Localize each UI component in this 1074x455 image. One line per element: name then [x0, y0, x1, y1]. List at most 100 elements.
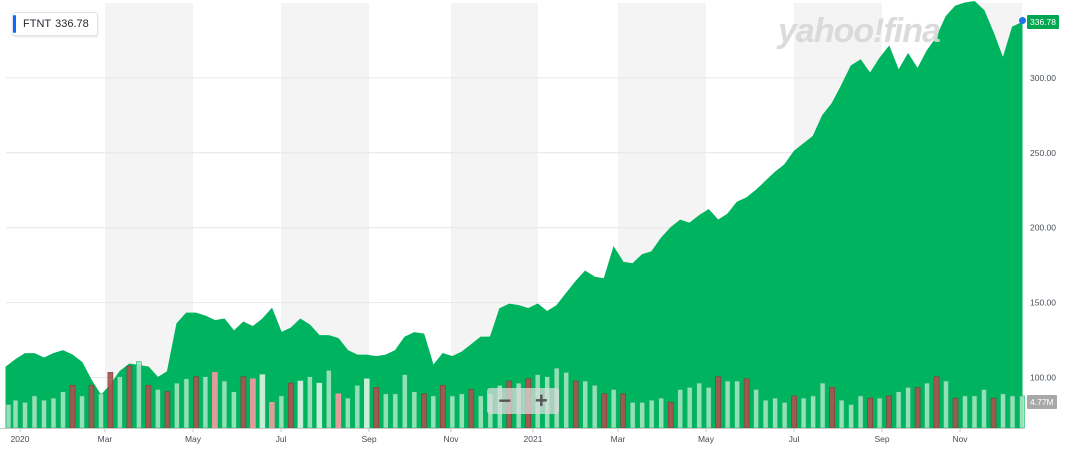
volume-bar [117, 376, 123, 429]
volume-bar [715, 376, 721, 429]
y-tick-label: 100.00 [1030, 373, 1056, 383]
volume-bar [620, 393, 627, 429]
volume-bar [572, 380, 579, 429]
volume-bar [857, 395, 864, 429]
volume-bar [297, 380, 304, 429]
volume-bar [981, 389, 987, 429]
volume-bar [971, 395, 978, 429]
volume-bar [762, 399, 769, 429]
volume-bar [658, 397, 665, 429]
volume-bar [22, 402, 28, 429]
volume-bar [202, 376, 209, 429]
volume-bar [174, 382, 180, 429]
volume-bar [743, 378, 750, 429]
axes: 300.00 250.00 200.00 150.00 100.00 2020 Mar May… [0, 73, 1056, 444]
x-tick-label: Jul [276, 434, 287, 444]
volume-bar [259, 374, 266, 429]
volume-bar [449, 395, 456, 429]
volume-bar [648, 399, 655, 429]
volume-bar [591, 384, 598, 429]
volume-bar [60, 391, 66, 429]
volume-bar [791, 395, 797, 429]
x-tick-label: Mar [98, 434, 113, 444]
volume-bar [126, 365, 133, 429]
volume-bar [79, 395, 85, 429]
x-tick-label: Jul [789, 434, 800, 444]
volume-bar [876, 397, 883, 429]
zoom-in-button[interactable]: + [534, 388, 548, 413]
volume-bar [563, 372, 570, 429]
last-price-label: 336.78 [1027, 15, 1059, 29]
volume-bar [316, 382, 323, 429]
y-tick-label: 200.00 [1030, 223, 1056, 233]
x-tick-label: Sep [361, 434, 376, 444]
volume-bar [250, 378, 256, 429]
volume-bar [231, 391, 237, 429]
volume-bar [88, 384, 95, 429]
volume-bar [686, 387, 693, 429]
volume-bar [781, 402, 788, 429]
volume-bar [1019, 395, 1025, 429]
x-tick-label: 2021 [524, 434, 543, 444]
x-tick-label: Nov [443, 434, 459, 444]
volume-bar [12, 399, 19, 429]
volume-bar [962, 395, 968, 429]
volume-bar [582, 380, 589, 429]
volume-bar [212, 372, 218, 429]
yahoo-finance-logo: yahoo!fina [778, 12, 941, 50]
ticker-symbol: FTNT [23, 18, 52, 30]
volume-bar [1009, 395, 1016, 429]
volume-bar [221, 380, 228, 429]
volume-bar [705, 387, 712, 429]
volume-bar [895, 391, 902, 429]
volume-bar [468, 389, 475, 429]
volume-bar [5, 404, 12, 429]
volume-bar [810, 395, 816, 429]
volume-bar [677, 389, 684, 429]
y-tick-label: 300.00 [1030, 73, 1056, 83]
ticker-legend[interactable]: FTNT 336.78 [12, 12, 98, 36]
volume-bar [430, 395, 437, 429]
volume-bar [601, 393, 608, 429]
series-color-marker [13, 15, 16, 33]
zoom-out-button[interactable]: − [487, 388, 524, 414]
volume-bar [382, 393, 389, 429]
volume-bar [753, 389, 759, 429]
price-area [5, 0, 1023, 429]
volume-bar [269, 402, 275, 429]
volume-bar [41, 399, 47, 429]
volume-bar [829, 387, 835, 429]
volume-bar [164, 391, 171, 429]
x-tick-label: Nov [952, 434, 968, 444]
x-tick-label: May [185, 434, 202, 444]
volume-bar [193, 376, 199, 429]
volume-bar [905, 387, 911, 429]
volume-bar [31, 395, 38, 429]
zoom-controls[interactable]: − + [487, 388, 559, 414]
volume-bar [107, 372, 114, 429]
volume-bar [240, 376, 247, 429]
volume-bar [886, 395, 892, 429]
volume-bar [477, 395, 484, 429]
volume-bar [145, 384, 152, 429]
x-tick-label: Mar [611, 434, 626, 444]
volume-bar [696, 382, 703, 429]
volume-bar [344, 397, 351, 429]
x-tick-label: Sep [874, 434, 889, 444]
volume-bar [411, 391, 418, 429]
volume-bar [800, 397, 807, 429]
volume-bar [848, 404, 854, 429]
last-volume-label: 4.77M [1027, 395, 1057, 409]
volume-bar [69, 384, 76, 429]
volume-bar [838, 399, 845, 429]
volume-bar [420, 393, 427, 429]
volume-bar [734, 380, 740, 429]
volume-bar [639, 402, 646, 429]
volume-bar [50, 397, 57, 429]
volume-bar [933, 376, 940, 429]
volume-bar [307, 376, 313, 429]
volume-bar [667, 402, 674, 429]
y-tick-label: 150.00 [1030, 298, 1056, 308]
volume-bar [278, 395, 285, 429]
